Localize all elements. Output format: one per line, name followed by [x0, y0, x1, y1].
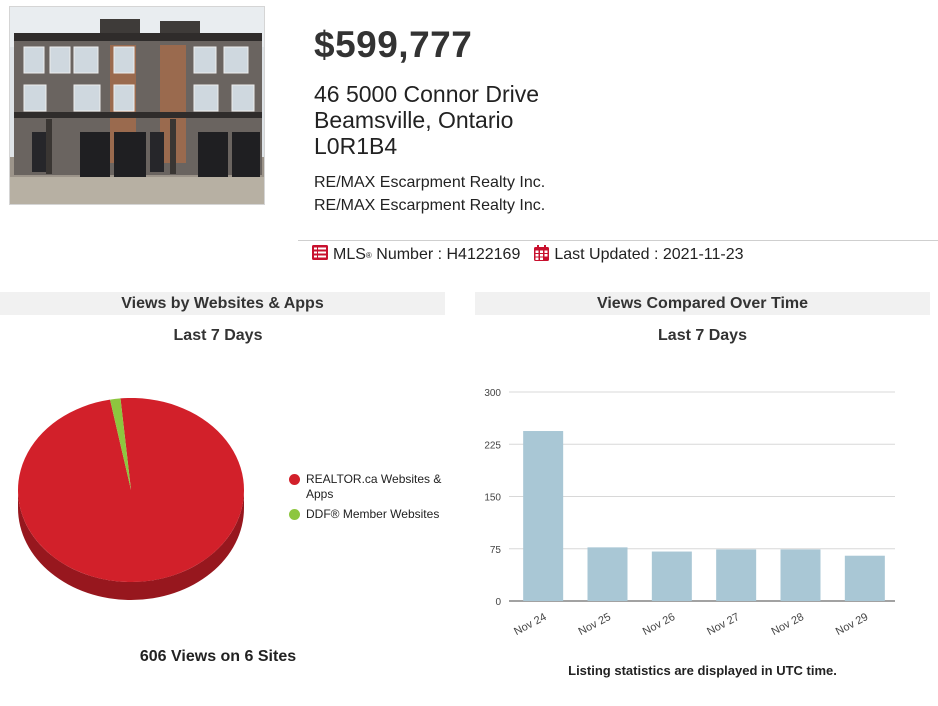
x-tick-label: Nov 29 — [834, 611, 870, 638]
brokerage-name: RE/MAX Escarpment Realty Inc. — [314, 197, 546, 214]
list-icon — [312, 245, 328, 265]
pie-slice-ddf[interactable] — [110, 398, 131, 490]
y-tick-label: 150 — [484, 493, 501, 504]
legend-item-ddf[interactable]: DDF® Member Websites — [289, 507, 449, 522]
header-divider — [298, 240, 938, 241]
bar-chart: 0 75 150 225 300 Nov 24 Nov 25 Nov 26 Nov 27 Nov … — [484, 388, 895, 638]
mls-suffix: Number : — [371, 246, 447, 263]
views-over-time-title: Views Compared Over Time — [475, 292, 930, 315]
last-updated-date: 2021-11-23 — [662, 246, 744, 263]
legend-swatch — [289, 474, 300, 485]
townhouse-image — [10, 7, 264, 204]
listing-meta: MLS ® Number : H4122169 Last Updated : 20… — [312, 244, 744, 266]
x-tick-label: Nov 26 — [641, 611, 677, 638]
x-tick-label: Nov 24 — [512, 611, 548, 638]
mls-label: MLS — [333, 246, 366, 263]
bar[interactable] — [587, 547, 628, 601]
listing-address: 46 5000 Connor Drive Beamsville, Ontario… — [314, 81, 539, 159]
legend-item-realtor[interactable]: REALTOR.ca Websites & Apps — [289, 472, 449, 502]
listing-photo[interactable] — [9, 6, 265, 205]
x-tick-label: Nov 27 — [705, 611, 741, 638]
y-tick-label: 75 — [490, 545, 502, 556]
views-by-websites-title: Views by Websites & Apps — [0, 292, 445, 315]
address-postal-code: L0R1B4 — [314, 133, 398, 159]
registered-mark: ® — [365, 250, 372, 260]
last-updated-label: Last Updated : — [554, 246, 663, 263]
views-total: 606 Views on 6 Sites — [139, 648, 297, 665]
y-tick-label: 225 — [484, 440, 501, 451]
mls-number: H4122169 — [446, 246, 521, 263]
pie-slice-side — [18, 490, 244, 600]
address-city: Beamsville, Ontario — [314, 107, 514, 133]
y-tick-label: 0 — [495, 597, 501, 608]
legend-swatch — [289, 509, 300, 520]
legend-label: REALTOR.ca Websites & Apps — [306, 472, 442, 501]
bar[interactable] — [651, 551, 692, 601]
pie-legend: REALTOR.ca Websites & Apps DDF® Member W… — [289, 472, 449, 527]
views-by-websites-subtitle: Last 7 Days — [173, 327, 263, 344]
bar[interactable] — [523, 431, 564, 601]
pie-slice-realtor[interactable] — [17, 398, 244, 582]
legend-label: DDF® Member Websites — [306, 507, 440, 521]
bar[interactable] — [844, 555, 885, 601]
pie-chart — [17, 398, 244, 600]
x-tick-label: Nov 28 — [769, 611, 805, 638]
calendar-icon — [534, 244, 550, 266]
brokerages: RE/MAX Escarpment Realty Inc. RE/MAX Esc… — [314, 171, 545, 217]
listing-price: $599,777 — [314, 24, 473, 65]
utc-note: Listing statistics are displayed in UTC … — [568, 663, 837, 678]
bar[interactable] — [780, 549, 821, 601]
address-street: 46 5000 Connor Drive — [314, 81, 540, 107]
views-over-time-subtitle: Last 7 Days — [658, 327, 747, 344]
bar[interactable] — [716, 549, 757, 601]
x-tick-label: Nov 25 — [576, 611, 612, 638]
brokerage-name: RE/MAX Escarpment Realty Inc. — [314, 174, 546, 191]
y-tick-label: 300 — [484, 388, 501, 399]
